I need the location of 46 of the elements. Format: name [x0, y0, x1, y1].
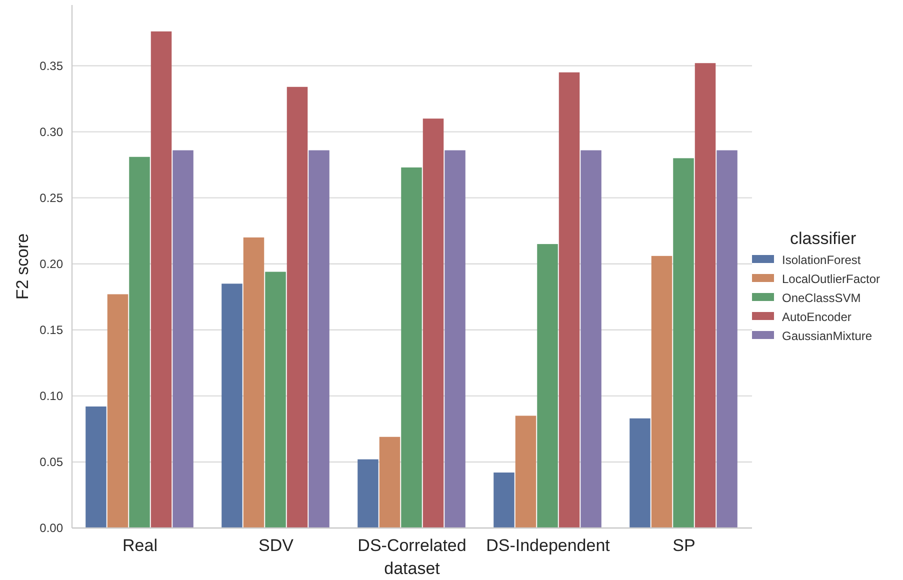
y-tick-label: 0.35 [40, 58, 64, 73]
y-axis-title: F2 score [13, 233, 32, 300]
bar [107, 294, 128, 528]
bar [537, 244, 558, 528]
bar [694, 63, 716, 528]
legend-title: classifier [790, 229, 856, 248]
bar [86, 406, 106, 528]
bar [308, 150, 330, 528]
bar [716, 150, 738, 528]
y-tick-label: 0.25 [40, 191, 64, 206]
legend-label: LocalOutlierFactor [782, 272, 880, 286]
bar [444, 150, 466, 528]
x-tick-label: Real [122, 536, 158, 555]
legend-label: AutoEncoder [782, 310, 852, 324]
bar [422, 118, 444, 528]
bar [286, 86, 308, 528]
legend-label: OneClassSVM [782, 291, 861, 306]
bar [580, 150, 602, 528]
bar [651, 256, 672, 528]
y-tick-label: 0.05 [40, 455, 64, 470]
bar [129, 156, 150, 528]
bar [558, 72, 580, 528]
bar [515, 416, 536, 528]
y-tick-label: 0.15 [40, 323, 64, 338]
x-tick-label: SDV [258, 536, 294, 555]
bar [222, 284, 242, 528]
y-tick-label: 0.10 [40, 389, 64, 404]
bar [150, 31, 172, 528]
bar [265, 272, 286, 528]
bar [358, 459, 378, 528]
x-tick-label: DS-Independent [486, 536, 610, 555]
bar [494, 472, 514, 528]
x-axis-title: dataset [384, 559, 440, 578]
y-tick-label: 0.20 [40, 257, 64, 272]
bar [243, 237, 264, 528]
x-tick-label: DS-Correlated [358, 536, 466, 555]
bar [172, 150, 194, 528]
y-tick-label: 0.30 [40, 124, 64, 139]
bar [379, 436, 400, 528]
bar [630, 418, 650, 528]
y-tick-label: 0.00 [40, 521, 64, 536]
legend-label: GaussianMixture [782, 329, 872, 344]
bar [401, 167, 422, 528]
bar [673, 158, 694, 528]
legend-label: IsolationForest [782, 253, 862, 268]
x-tick-label: SP [672, 536, 696, 555]
